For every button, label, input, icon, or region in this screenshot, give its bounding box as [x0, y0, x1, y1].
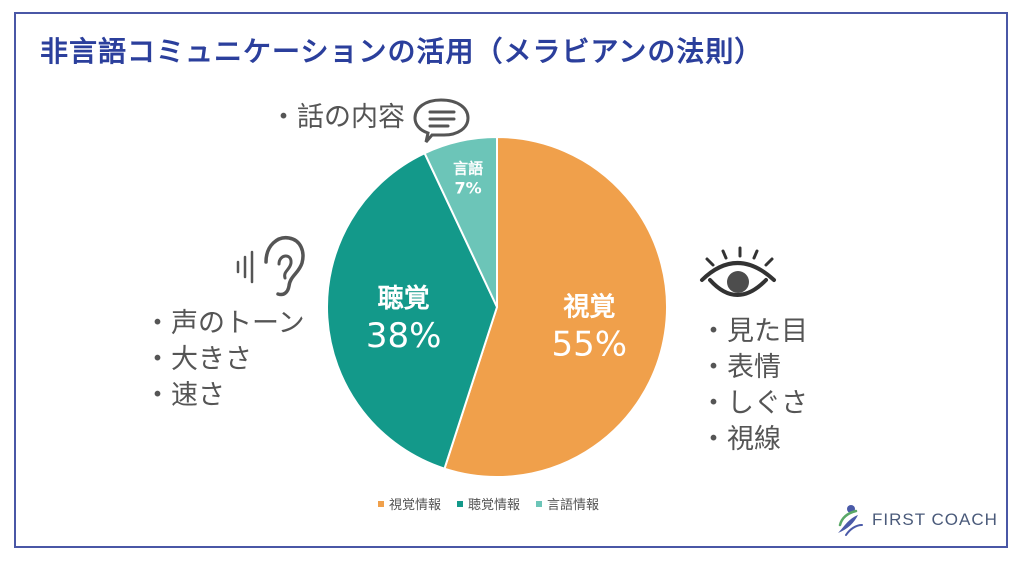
legend-label: 視覚情報 [389, 498, 442, 513]
slice-label: 言語 [453, 160, 483, 178]
visual-item: ・見た目 [700, 316, 808, 347]
auditory-item: ・声のトーン [144, 308, 305, 339]
auditory-item: ・大きさ [144, 344, 252, 375]
auditory-annotation-list: ・声のトーン ・大きさ ・速さ [144, 306, 305, 414]
legend-item: 視覚情報 [378, 494, 441, 513]
legend-item: 言語情報 [536, 494, 599, 513]
slice-label: 聴覚 [378, 284, 430, 314]
leaf-person-logo-icon [838, 505, 863, 536]
ear-icon [236, 236, 305, 297]
visual-annotation-list: ・見た目 ・表情 ・しぐさ ・視線 [700, 314, 808, 458]
slice-label: 視覚 [563, 293, 615, 323]
legend-label: 聴覚情報 [468, 498, 521, 513]
pie-slice [423, 135, 498, 308]
legend-swatch [378, 500, 384, 507]
auditory-item: ・速さ [144, 380, 225, 411]
verbal-annotation: ・話の内容 [270, 102, 405, 133]
brand-logo: FIRST COACH [834, 503, 998, 537]
pie-slice [443, 135, 668, 478]
chart-legend: 視覚情報 聴覚情報 言語情報 [378, 494, 599, 513]
slice-value-label: 38% [366, 316, 442, 356]
visual-item: ・しぐさ [700, 388, 808, 419]
visual-item: ・表情 [700, 352, 781, 383]
slice-value-label: 55% [552, 325, 628, 365]
legend-item: 聴覚情報 [457, 494, 520, 513]
speech-bubble-icon [413, 98, 470, 143]
eye-icon [700, 246, 776, 297]
slide-title: 非言語コミュニケーションの活用（メラビアンの法則） [40, 35, 764, 68]
legend-label: 言語情報 [547, 498, 600, 513]
pie-slice [325, 151, 499, 470]
brand-name: FIRST COACH [872, 510, 998, 529]
slice-value-label: 7% [454, 179, 481, 198]
legend-swatch [457, 500, 464, 507]
visual-item: ・視線 [700, 424, 781, 455]
legend-swatch [536, 500, 543, 507]
